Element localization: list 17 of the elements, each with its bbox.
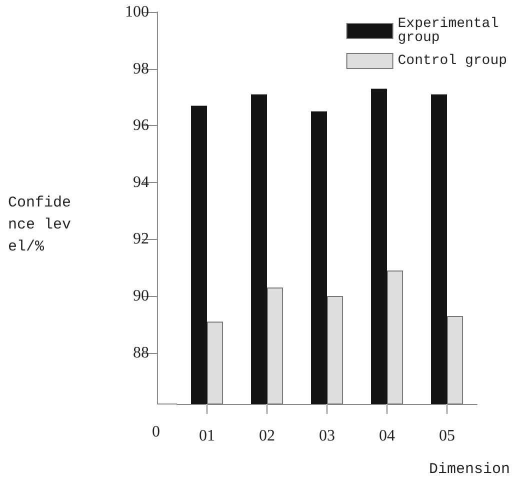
x-tick-label: 05: [439, 428, 455, 444]
x-tick-label: 03: [319, 428, 335, 444]
y-axis-title: Confidence level/%: [8, 194, 72, 256]
y-tick-label: 92: [133, 230, 149, 248]
y-tick-label: 88: [133, 344, 149, 362]
y-tick-label: 98: [133, 60, 149, 78]
legend-label: Control group: [398, 53, 507, 69]
x-axis-title: Dimension: [428, 461, 510, 478]
y-tick-label: 90: [133, 288, 149, 305]
x-tick-label: 02: [259, 428, 275, 444]
text: 0: [152, 424, 160, 440]
y-tick-label: 100: [125, 4, 149, 20]
x-tick-label: 04: [379, 428, 395, 444]
y-tick-label: 94: [133, 174, 149, 191]
y-tick-label: 96: [133, 117, 149, 134]
legend-label: Experimental group: [398, 16, 507, 46]
x-tick-label: 01: [199, 428, 215, 444]
